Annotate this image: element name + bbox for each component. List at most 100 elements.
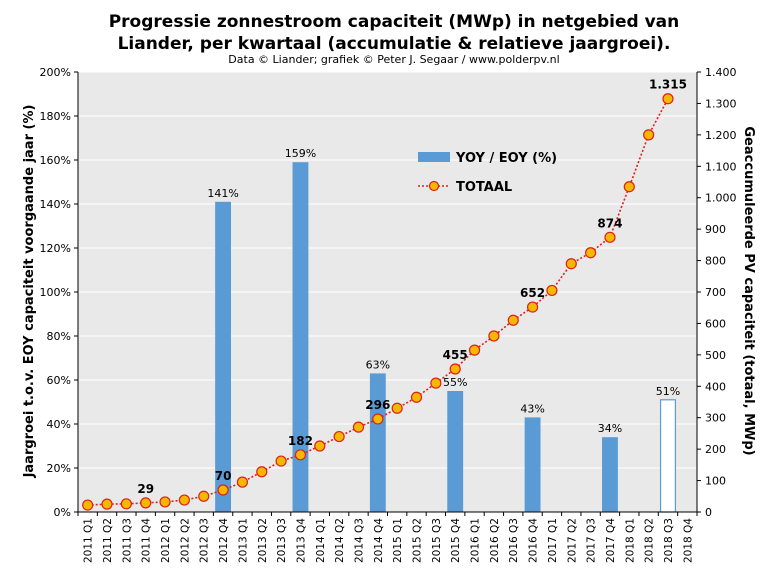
bar [292,162,309,512]
line-point [585,247,597,259]
line-point [256,466,268,478]
line-point [352,421,365,433]
right-tick-label: 700 [705,286,726,299]
x-tick-label: 2014 Q2 [334,518,346,563]
x-tick-label: 2018 Q4 [682,518,694,563]
left-tick-label: 80% [47,330,71,343]
x-tick-label: 2014 Q1 [315,518,327,563]
line-point [82,499,94,511]
x-tick-label: 2015 Q2 [412,518,424,563]
right-tick-label: 300 [705,412,726,425]
bar [602,437,618,512]
bar-data-label: 55% [443,376,467,389]
chart-title-line2: Liander, per kwartaal (accumulatie & rel… [118,34,671,54]
right-tick-label: 200 [705,443,726,456]
y-axis-right-title: Geaccumuleerde PV capaciteit (totaal, MW… [741,126,756,455]
chart-title-line1: Progressie zonnestroom capaciteit (MWp) … [109,12,680,32]
grid-lines [78,71,697,513]
total-data-label: 296 [365,398,390,412]
line-point [101,498,113,510]
x-tick-label: 2014 Q3 [353,518,365,563]
total-data-label: 29 [137,482,154,496]
y-axis-left-title: Jaargroei t.o.v. EOY capaciteit voorgaan… [22,105,37,479]
x-tick-label: 2011 Q3 [121,518,133,563]
bar-data-label: 141% [207,187,238,200]
x-tick-label: 2016 Q3 [508,518,520,563]
left-tick-label: 100% [40,286,71,299]
left-tick-label: 40% [47,418,71,431]
x-tick-label: 2015 Q4 [450,518,462,563]
x-tick-label: 2017 Q1 [547,518,559,563]
x-tick-label: 2017 Q4 [605,518,617,563]
right-tick-label: 500 [705,349,726,362]
right-tick-label: 1.000 [705,192,737,205]
left-axis-ticks: 0% 20% 40% 60% 80% 100% 120% 140% 160% 180% 200% [40,66,78,519]
total-data-label: 70 [215,469,232,483]
bar-data-label: 51% [656,385,680,398]
line-point [294,449,307,461]
line-point [526,301,539,313]
line-point [623,181,635,193]
x-tick-label: 2012 Q1 [160,518,172,563]
x-tick-label: 2013 Q1 [237,518,249,563]
bar [215,201,232,513]
bar-data-label: 63% [366,358,390,371]
left-tick-label: 200% [40,66,71,79]
x-tick-label: 2012 Q4 [218,518,230,563]
x-tick-label: 2018 Q2 [644,518,656,563]
line-point [120,498,132,510]
bar [659,399,677,513]
legend-label-yoy: YOY / EOY (%) [455,151,557,166]
line-point [178,494,190,506]
x-tick-label: 2011 Q4 [141,518,153,563]
left-tick-label: 120% [40,242,71,255]
line-point [140,497,152,509]
x-tick-label: 2015 Q3 [431,518,443,563]
right-tick-label: 400 [705,380,726,393]
line-point [372,413,384,425]
line-point [410,391,423,403]
x-tick-label: 2016 Q2 [489,518,501,563]
line-point [546,284,558,297]
chart-subtitle: Data © Liander; grafiek © Peter J. Segaa… [228,53,559,66]
total-data-label: 455 [443,348,468,362]
line-point [275,455,287,467]
right-tick-label: 900 [705,223,726,236]
line-point [159,496,171,508]
x-tick-label: 2014 Q4 [373,518,385,563]
line-point [662,93,674,105]
line-series-totaal [82,93,674,511]
line-point [488,330,500,342]
x-tick-label: 2018 Q1 [624,518,636,563]
bar [524,417,541,512]
x-tick-label: 2017 Q2 [566,518,578,563]
line-point [198,490,210,502]
right-tick-label: 1.200 [705,129,737,142]
x-tick-label: 2011 Q2 [102,518,114,563]
x-tick-label: 2012 Q2 [179,518,191,563]
bar-data-label: 159% [285,147,316,160]
bar [369,373,386,512]
x-tick-label: 2015 Q1 [392,518,404,563]
x-tick-label: 2016 Q4 [528,518,540,563]
right-tick-label: 800 [705,255,726,268]
line-point [430,377,442,389]
line-point [449,363,461,375]
line-point [391,402,403,414]
left-tick-label: 60% [47,374,71,387]
legend-marker-totaal [428,180,440,192]
left-tick-label: 160% [40,154,71,167]
x-tick-label: 2013 Q2 [257,518,269,563]
left-tick-label: 180% [40,110,71,123]
line-point [507,314,519,326]
x-axis-ticks: 2011 Q1 2011 Q2 2011 Q3 2011 Q4 2012 Q1 2012 … [77,512,698,563]
left-tick-label: 0% [54,506,71,519]
total-data-label: 874 [597,216,622,230]
x-tick-label: 2018 Q3 [663,518,675,563]
line-point [565,258,577,270]
right-tick-label: 1.100 [705,160,737,173]
left-tick-label: 20% [47,462,71,475]
line-point [643,129,655,141]
line-point [314,440,326,452]
